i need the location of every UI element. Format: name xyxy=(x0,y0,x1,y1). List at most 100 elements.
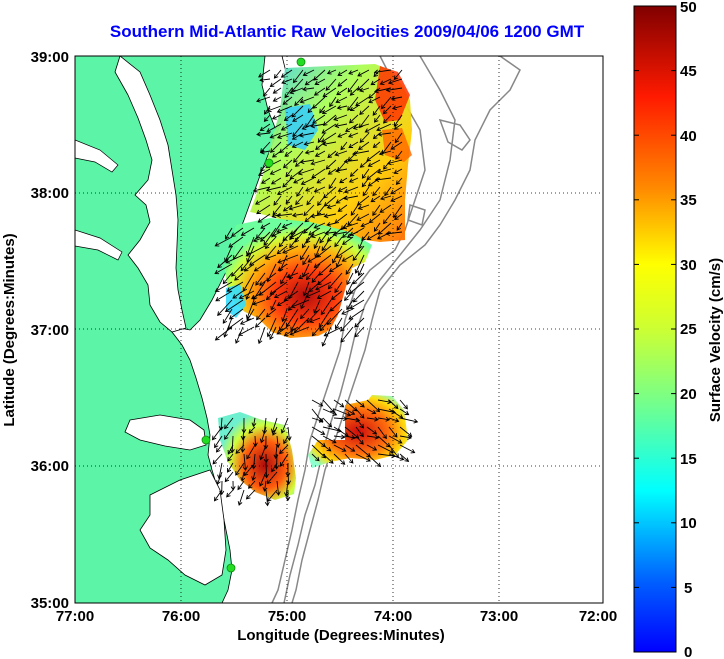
velocity-arrow xyxy=(269,141,282,153)
velocity-arrow xyxy=(246,444,256,460)
velocity-arrow xyxy=(344,399,358,412)
velocity-arrow xyxy=(275,480,281,496)
station-marker xyxy=(264,158,274,168)
velocity-arrow xyxy=(292,123,304,137)
velocity-arrow xyxy=(276,186,293,196)
velocity-arrow xyxy=(281,222,293,229)
velocity-arrow xyxy=(280,123,293,131)
velocity-arrow xyxy=(266,317,277,338)
velocity-arrow xyxy=(361,177,370,188)
velocity-arrow xyxy=(240,227,255,236)
velocity-arrow xyxy=(214,236,233,247)
velocity-arrow xyxy=(335,245,354,258)
x-tick-label: 76:00 xyxy=(162,608,200,625)
velocity-arrow xyxy=(368,87,381,99)
velocity-arrow xyxy=(379,204,392,213)
velocity-arrow xyxy=(301,123,315,130)
velocity-arrow xyxy=(341,308,354,315)
velocity-arrow xyxy=(355,96,370,107)
velocity-arrow xyxy=(231,263,244,277)
velocity-arrow xyxy=(339,177,348,184)
velocity-arrow xyxy=(382,213,392,225)
velocity-arrow xyxy=(323,213,337,219)
velocity-arrow xyxy=(279,141,293,154)
velocity-arrow xyxy=(227,462,234,473)
velocity-arrow xyxy=(245,489,256,500)
velocity-arrow xyxy=(377,168,392,175)
velocity-arrow xyxy=(376,231,392,240)
velocity-arrow xyxy=(340,317,354,332)
velocity-arrow xyxy=(399,434,413,440)
velocity-arrow xyxy=(367,159,381,167)
velocity-arrow xyxy=(319,227,332,244)
colorbar-tick-label: 45 xyxy=(680,63,697,80)
velocity-arrow xyxy=(335,96,348,104)
colorbar-ticks xyxy=(634,5,676,588)
velocity-arrow xyxy=(354,254,365,274)
velocity-arrow xyxy=(292,69,304,84)
velocity-arrow xyxy=(245,245,266,257)
velocity-arrow xyxy=(344,435,356,440)
velocity-arrow xyxy=(294,96,304,107)
velocity-arrow xyxy=(355,453,371,462)
velocity-arrow xyxy=(302,86,315,92)
velocity-arrow xyxy=(333,453,346,465)
velocity-arrow xyxy=(264,489,270,507)
velocity-arrow xyxy=(224,299,244,312)
velocity-arrow xyxy=(377,416,391,422)
velocity-arrow xyxy=(345,263,354,275)
velocity-arrow xyxy=(337,78,348,87)
velocity-arrow xyxy=(277,263,288,272)
velocity-arrow xyxy=(214,281,233,293)
station-marker xyxy=(296,57,306,67)
velocity-arrow xyxy=(372,141,381,149)
velocity-arrow xyxy=(343,195,359,201)
velocity-arrow xyxy=(366,434,380,440)
colorbar-tick-label: 40 xyxy=(680,128,697,145)
velocity-arrow xyxy=(393,168,403,174)
velocity-arrow xyxy=(366,231,381,241)
velocity-arrow xyxy=(311,168,326,179)
velocity-arrow xyxy=(346,299,354,311)
velocity-arrow xyxy=(285,489,291,502)
velocity-arrow xyxy=(217,299,233,316)
velocity-arrow xyxy=(380,96,392,110)
velocity-arrow xyxy=(251,417,257,428)
velocity-arrow xyxy=(284,150,293,157)
velocity-arrow xyxy=(335,168,348,173)
x-tick-label: 74:00 xyxy=(374,608,412,625)
velocity-arrow xyxy=(214,435,223,449)
velocity-arrow xyxy=(260,222,271,229)
velocity-arrow xyxy=(377,222,392,235)
colorbar-tick-label: 15 xyxy=(680,451,697,468)
velocity-arrow xyxy=(252,299,266,306)
velocity-arrow xyxy=(336,105,348,110)
velocity-arrow xyxy=(322,417,333,428)
x-tick-label: 72:00 xyxy=(579,608,617,625)
colorbar-tick-label: 0 xyxy=(684,644,692,659)
velocity-arrow xyxy=(276,245,288,255)
velocity-arrow xyxy=(272,426,278,436)
velocity-arrow xyxy=(234,272,244,281)
velocity-arrow xyxy=(329,96,337,108)
velocity-arrow xyxy=(300,308,310,320)
velocity-arrow xyxy=(352,123,370,130)
velocity-arrow xyxy=(326,69,337,75)
velocity-arrow xyxy=(215,290,233,302)
velocity-arrow xyxy=(265,186,282,193)
velocity-arrow xyxy=(311,408,324,423)
velocity-arrow xyxy=(322,87,337,98)
velocity-arrow xyxy=(355,399,365,408)
velocity-arrow xyxy=(330,290,343,301)
velocity-arrow xyxy=(306,195,315,206)
velocity-arrow xyxy=(285,168,293,178)
velocity-arrow xyxy=(262,87,271,97)
velocity-arrow xyxy=(333,399,345,408)
velocity-arrow xyxy=(300,290,310,310)
velocity-arrow xyxy=(266,471,278,485)
velocity-arrow xyxy=(319,317,332,332)
velocity-arrow xyxy=(282,159,293,169)
velocity-arrow xyxy=(333,408,352,417)
velocity-arrow xyxy=(305,290,321,299)
velocity-arrow xyxy=(325,78,337,91)
